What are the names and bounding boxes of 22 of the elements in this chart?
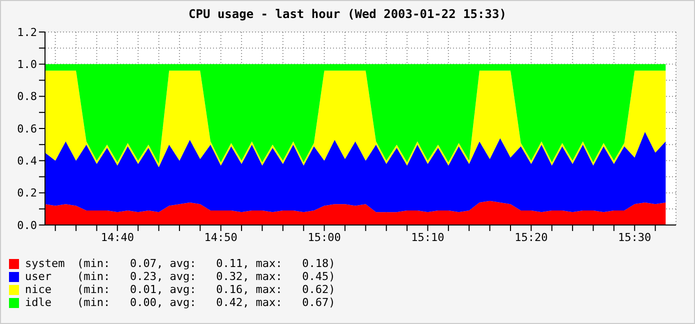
x-tick-label: 15:30 bbox=[618, 230, 652, 244]
y-tick-label: 0.0 bbox=[17, 218, 37, 232]
text: (min: 0.00, avg: 0.42, max: 0.67) bbox=[77, 296, 336, 309]
legend-label: system bbox=[25, 257, 66, 270]
y-tick-label: 1.2 bbox=[17, 26, 37, 39]
text: (min: 0.07, avg: 0.11, max: 0.18) bbox=[77, 257, 336, 270]
x-tick-label: 15:20 bbox=[514, 230, 548, 244]
y-tick-label: 0.6 bbox=[17, 122, 37, 136]
legend-label: nice bbox=[25, 283, 52, 296]
x-tick-label: 14:40 bbox=[100, 230, 134, 244]
y-tick-label: 0.2 bbox=[17, 186, 37, 200]
x-tick-label: 15:00 bbox=[308, 230, 341, 244]
y-tick-label: 0.4 bbox=[17, 154, 38, 168]
text: (min: 0.01, avg: 0.16, max: 0.62) bbox=[77, 283, 336, 296]
x-tick-label: 14:50 bbox=[204, 230, 238, 244]
x-tick-label: 15:10 bbox=[411, 230, 444, 244]
text: (min: 0.23, avg: 0.32, max: 0.45) bbox=[77, 270, 336, 283]
legend-label: idle bbox=[25, 296, 52, 309]
y-tick-label: 0.8 bbox=[17, 90, 37, 104]
legend-label: user bbox=[25, 270, 52, 283]
chart-title: CPU usage - last hour (Wed 2003-01-22 15:33) bbox=[188, 6, 508, 23]
y-tick-label: 1.0 bbox=[17, 58, 37, 72]
